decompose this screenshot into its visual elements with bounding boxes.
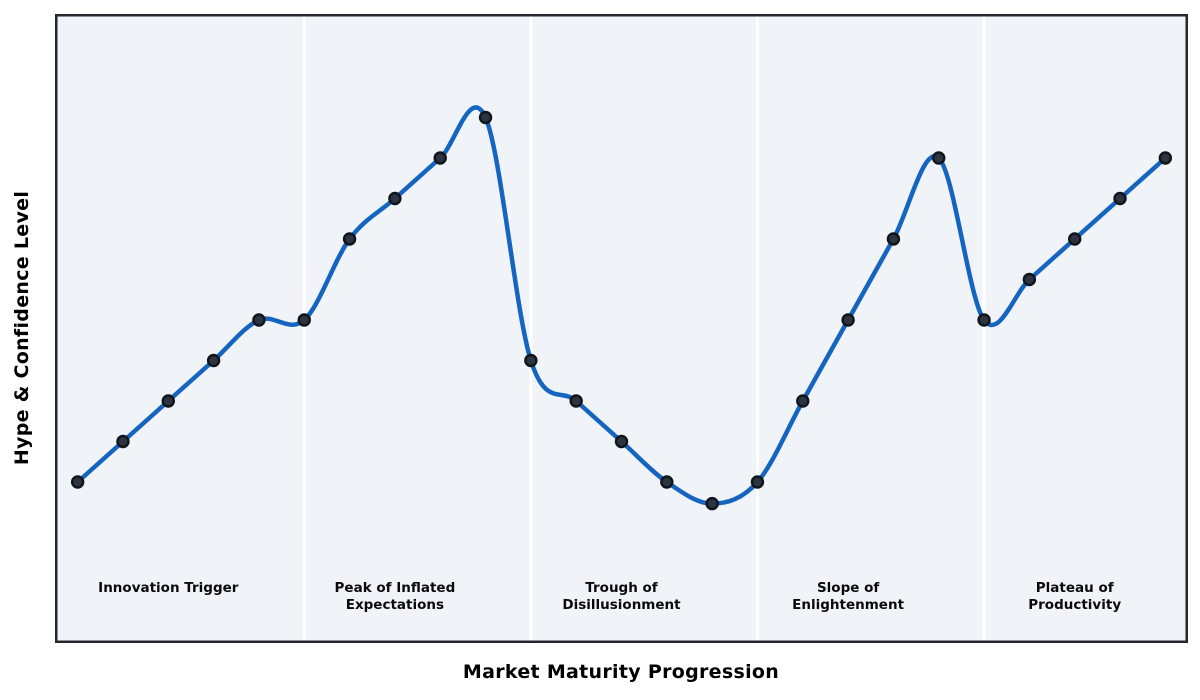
data-point-marker	[932, 151, 946, 165]
data-point-marker	[297, 313, 311, 327]
data-point-marker	[388, 191, 402, 206]
y-axis-label: Hype & Confidence Level	[11, 190, 33, 466]
data-point-marker	[614, 434, 629, 449]
data-point-marker	[524, 353, 538, 368]
data-point-marker	[886, 232, 901, 246]
hype-curve-svg	[55, 14, 1188, 643]
data-point-marker	[977, 313, 991, 327]
data-point-marker	[796, 394, 810, 408]
data-point-marker	[252, 313, 266, 327]
data-point-marker	[116, 434, 130, 449]
data-point-marker	[841, 313, 855, 327]
phase-label-innovation-trigger: Innovation Trigger	[98, 580, 239, 596]
data-point-marker	[1022, 272, 1037, 287]
data-point-marker	[433, 151, 447, 165]
data-point-marker	[161, 394, 176, 408]
data-point-marker	[1158, 151, 1173, 165]
data-point-marker	[660, 475, 674, 489]
plot-area: Innovation Trigger Peak of Inflated Expe…	[55, 14, 1188, 643]
phase-label-slope-of-enlightenment: Slope of Enlightenment	[792, 580, 905, 613]
data-point-marker	[1113, 191, 1127, 206]
data-point-marker	[1068, 232, 1082, 246]
phase-label-peak-of-inflated-expectations: Peak of Inflated Expectations	[334, 580, 456, 613]
data-point-marker	[70, 475, 85, 489]
x-axis-label: Market Maturity Progression	[462, 661, 780, 683]
data-point-marker	[750, 475, 765, 489]
phase-label-trough-of-disillusionment: Trough of Disillusionment	[562, 580, 681, 613]
data-point-marker	[705, 496, 719, 511]
data-point-marker	[206, 353, 221, 368]
plot-frame	[55, 14, 1188, 643]
data-point-marker	[569, 394, 583, 408]
phase-label-plateau-of-productivity: Plateau of Productivity	[1028, 580, 1122, 613]
data-point-marker	[342, 232, 357, 246]
data-point-marker	[478, 110, 493, 125]
